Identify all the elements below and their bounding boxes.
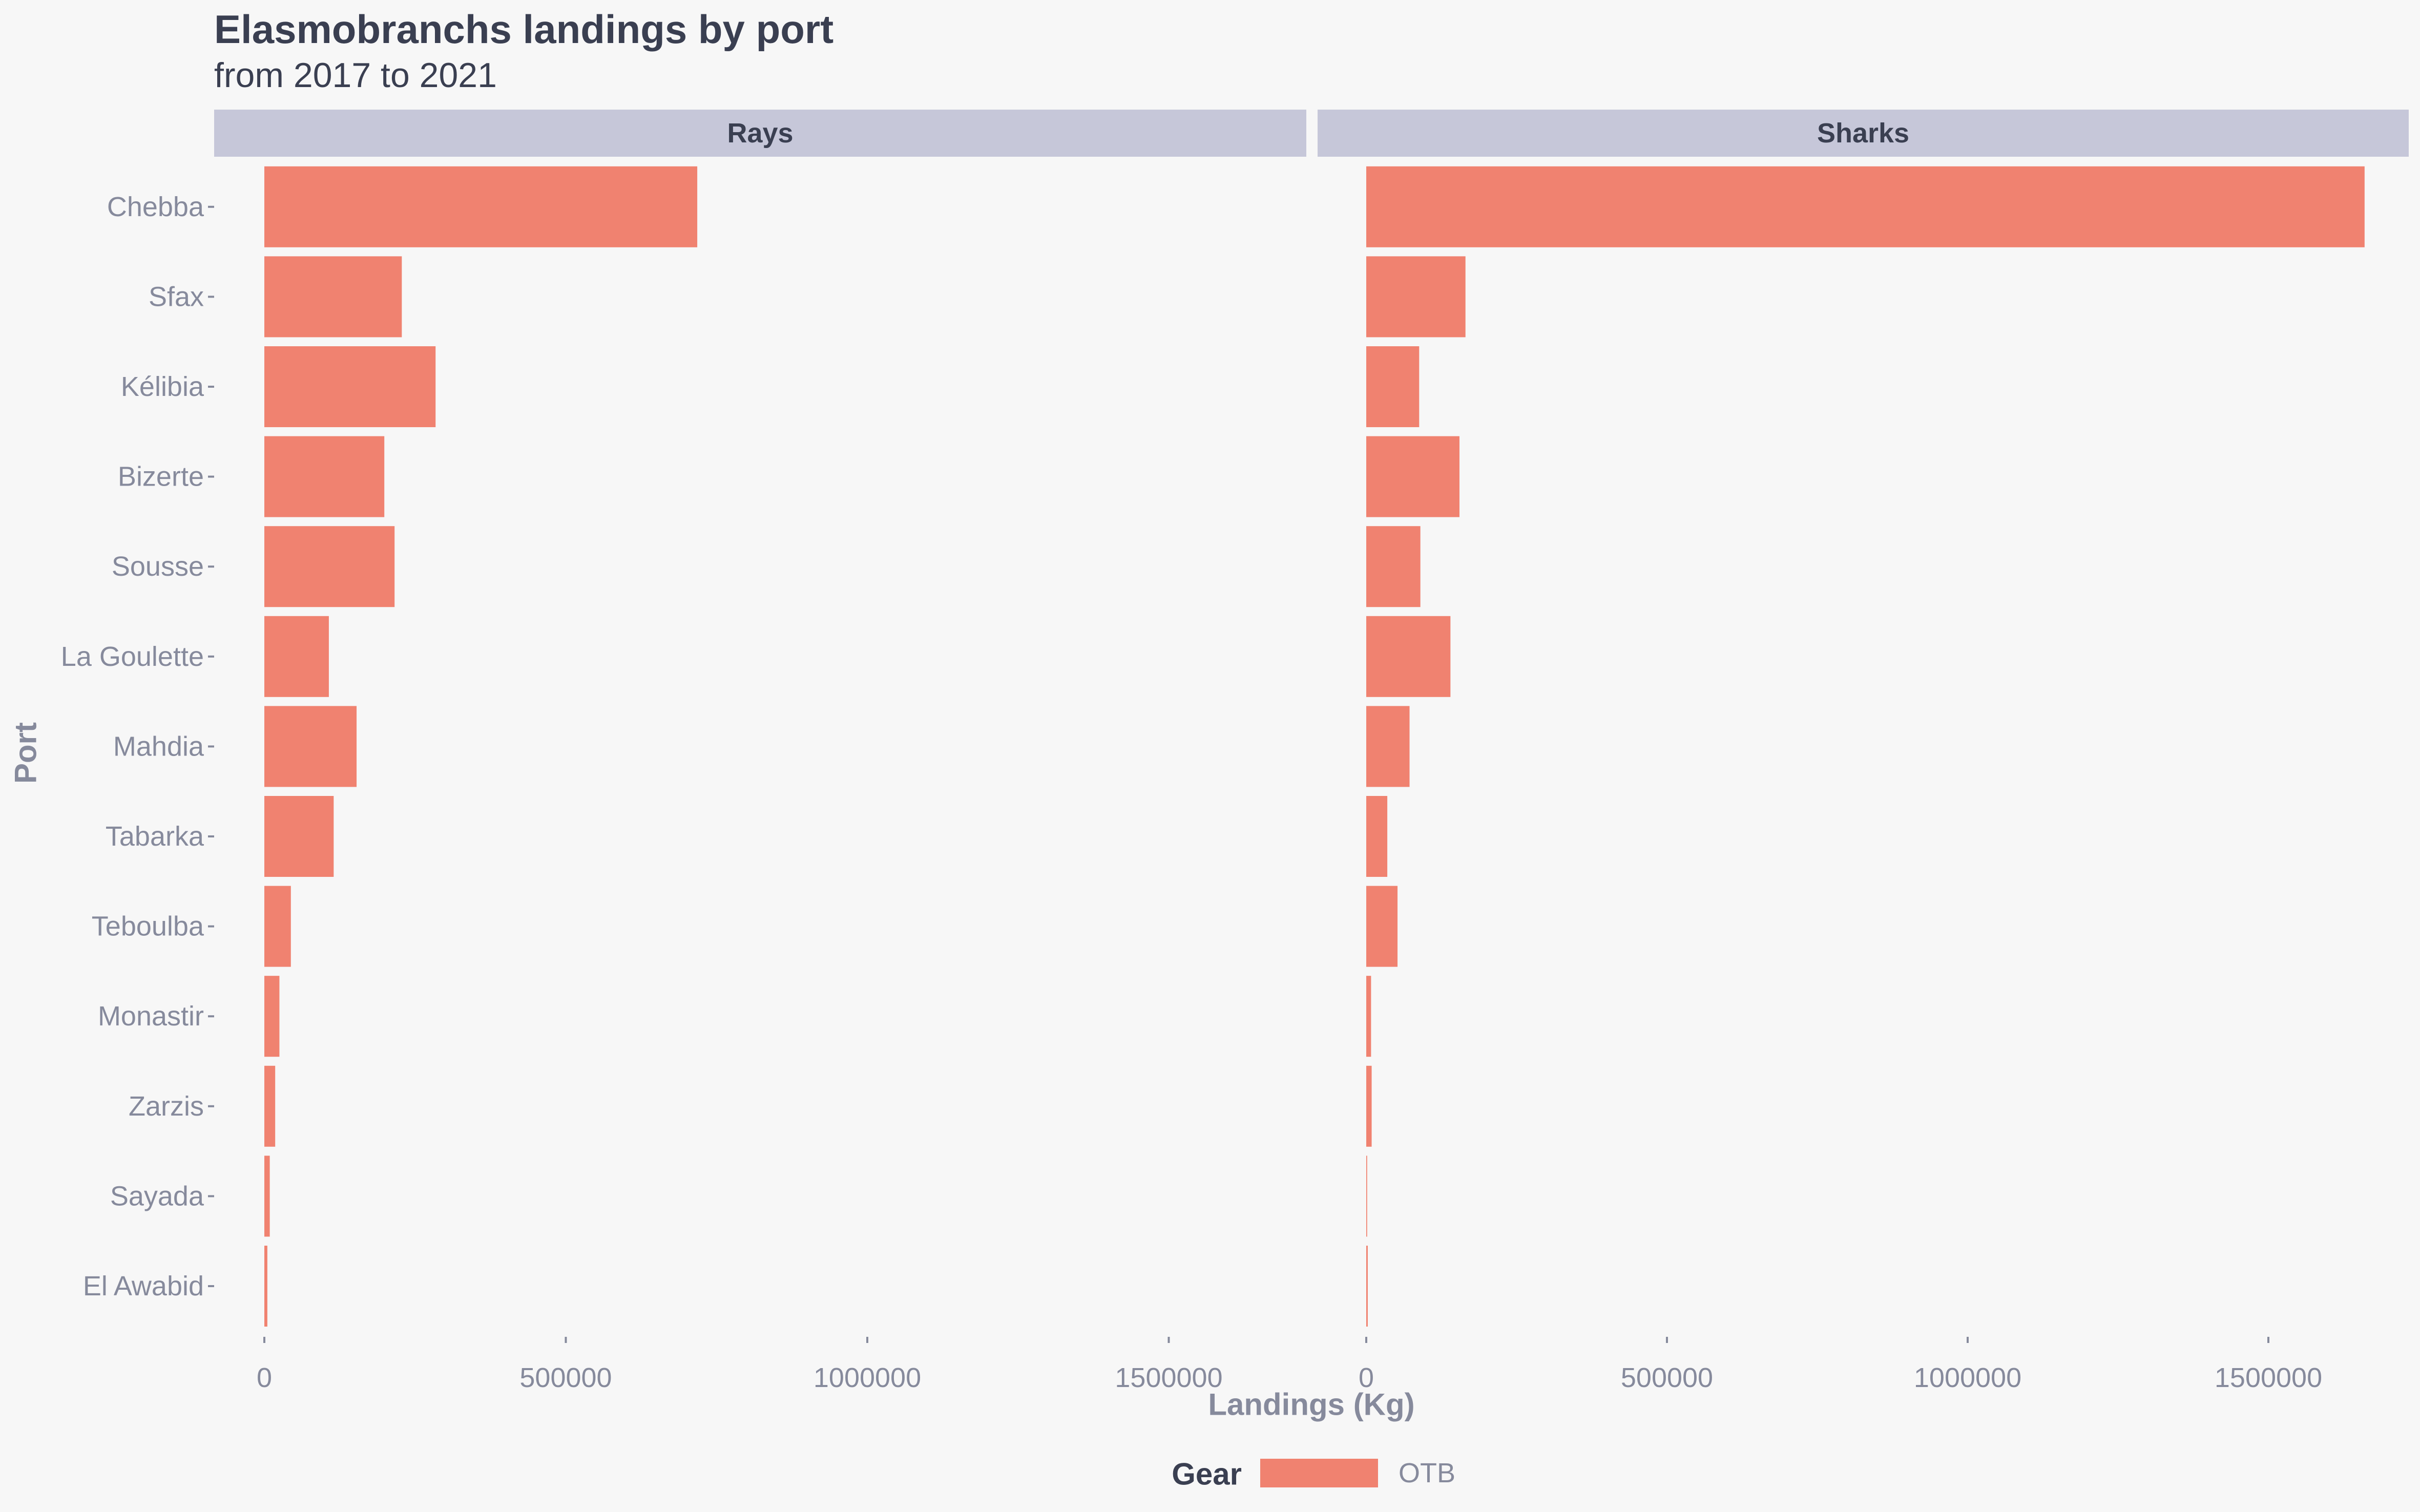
x-axis-title: Landings (Kg)	[1208, 1388, 1414, 1422]
facet-label-sharks: Sharks	[1817, 118, 1909, 149]
bar-sharks-bizerte	[1366, 436, 1459, 517]
bar-rays-la-goulette	[264, 616, 329, 697]
bar-sharks-kélibia	[1366, 346, 1420, 427]
y-tick-label: Sfax	[149, 281, 204, 312]
bar-sharks-sayada	[1366, 1156, 1367, 1237]
x-tick-label: 0	[257, 1362, 272, 1393]
facet-strip-sharks	[1318, 110, 2409, 157]
y-tick-label: Mahdia	[113, 731, 204, 762]
y-tick-label: Sousse	[112, 551, 204, 582]
bar-sharks-zarzis	[1366, 1065, 1372, 1147]
y-tick-label: Zarzis	[129, 1091, 204, 1122]
legend-key-otb	[1260, 1459, 1378, 1487]
x-tick-label: 0	[1359, 1362, 1374, 1393]
bar-rays-mahdia	[264, 706, 357, 787]
bar-rays-sousse	[264, 526, 395, 607]
chart-title: Elasmobranchs landings by port	[214, 7, 834, 52]
bar-sharks-la-goulette	[1366, 616, 1451, 697]
legend-title: Gear	[1172, 1457, 1242, 1492]
bar-sharks-chebba	[1366, 166, 2365, 247]
y-tick-label: Tabarka	[106, 821, 204, 852]
bar-rays-bizerte	[264, 436, 385, 517]
bar-rays-el-awabid	[264, 1246, 267, 1327]
y-tick-label: Kélibia	[121, 371, 204, 402]
y-tick-label: Chebba	[107, 192, 204, 222]
y-tick-label: Teboulba	[92, 911, 204, 942]
y-tick-label: Monastir	[98, 1001, 204, 1032]
bar-sharks-sousse	[1366, 526, 1421, 607]
x-tick-label: 1000000	[813, 1362, 921, 1393]
y-tick-label: Sayada	[110, 1181, 204, 1211]
facet-strip-rays	[214, 110, 1306, 157]
bar-sharks-el-awabid	[1366, 1246, 1368, 1327]
bar-rays-sfax	[264, 256, 402, 338]
x-tick-label: 1500000	[1115, 1362, 1222, 1393]
bar-rays-kélibia	[264, 346, 436, 427]
legend-label-otb: OTB	[1399, 1458, 1455, 1488]
chart-subtitle: from 2017 to 2021	[214, 56, 497, 95]
y-tick-label: Bizerte	[118, 461, 204, 492]
y-axis-title: Port	[9, 722, 43, 784]
facet-label-rays: Rays	[727, 118, 793, 149]
bar-sharks-sfax	[1366, 256, 1466, 338]
bar-sharks-mahdia	[1366, 706, 1410, 787]
bar-rays-monastir	[264, 976, 280, 1057]
x-tick-label: 500000	[519, 1362, 612, 1393]
y-tick-label: La Goulette	[61, 641, 204, 672]
y-tick-label: El Awabid	[83, 1271, 204, 1301]
x-tick-label: 1000000	[1914, 1362, 2021, 1393]
bar-rays-sayada	[264, 1156, 270, 1237]
x-tick-label: 1500000	[2215, 1362, 2322, 1393]
bar-sharks-monastir	[1366, 976, 1371, 1057]
bar-rays-teboulba	[264, 886, 291, 967]
bar-rays-chebba	[264, 166, 698, 247]
bar-sharks-teboulba	[1366, 886, 1398, 967]
x-tick-label: 500000	[1621, 1362, 1713, 1393]
bar-sharks-tabarka	[1366, 796, 1388, 877]
bar-rays-zarzis	[264, 1065, 276, 1147]
bar-rays-tabarka	[264, 796, 334, 877]
